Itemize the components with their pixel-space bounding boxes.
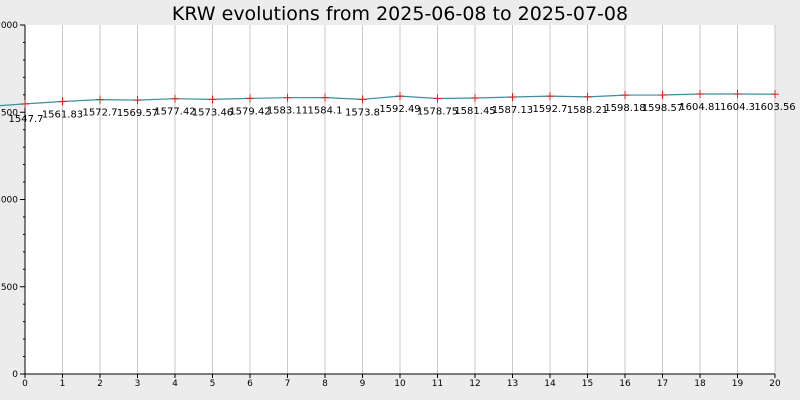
data-label: 1592.49 — [379, 104, 420, 115]
x-tick-label: 20 — [769, 379, 781, 389]
data-label: 1572.7 — [83, 108, 118, 119]
data-label: 1583.11 — [267, 106, 308, 117]
data-point-marker — [621, 91, 629, 100]
data-point-marker — [658, 91, 667, 100]
data-point-marker — [133, 96, 142, 105]
x-tick-label: 12 — [469, 379, 480, 389]
data-label: 1604.3 — [720, 102, 755, 113]
data-label: 1592.7 — [533, 104, 568, 115]
data-label: 1573.46 — [192, 107, 233, 118]
data-label: 1587.13 — [492, 105, 533, 116]
data-point-marker — [396, 92, 404, 101]
data-point-marker — [321, 93, 329, 102]
data-point-marker — [583, 92, 592, 101]
data-point-marker — [246, 94, 254, 103]
x-tick-label: 7 — [285, 379, 291, 389]
data-label: 1598.18 — [604, 103, 645, 114]
data-label: 1598.57 — [642, 103, 683, 114]
data-label: 1561.83 — [42, 109, 83, 120]
x-tick-label: 1 — [60, 379, 66, 389]
chart-title: KRW evolutions from 2025-06-08 to 2025-0… — [171, 3, 629, 25]
data-point-marker — [96, 95, 104, 104]
x-tick-label: 2 — [97, 379, 103, 389]
data-point-marker — [433, 94, 442, 103]
data-label: 1604.81 — [679, 102, 720, 113]
data-point-marker — [358, 95, 367, 104]
data-point-marker — [283, 93, 292, 102]
data-point-marker — [696, 89, 704, 98]
data-label: 1577.42 — [154, 107, 195, 118]
x-tick-label: 8 — [322, 379, 328, 389]
data-label: 1573.8 — [345, 107, 380, 118]
data-point-marker — [471, 94, 479, 103]
data-label: 1569.57 — [117, 108, 158, 119]
x-tick-label: 17 — [657, 379, 668, 389]
y-tick-label: 0 — [12, 370, 18, 380]
x-tick-label: 5 — [210, 379, 216, 389]
y-tick-label: 2000 — [0, 21, 18, 31]
data-point-marker — [546, 92, 554, 101]
x-tick-label: 14 — [544, 379, 556, 389]
data-point-marker — [508, 93, 517, 102]
x-tick-label: 0 — [22, 379, 28, 389]
data-point-marker — [58, 97, 67, 106]
x-tick-label: 13 — [507, 379, 518, 389]
x-tick-label: 9 — [360, 379, 366, 389]
data-label: 1579.42 — [229, 106, 270, 117]
data-point-marker — [21, 99, 29, 108]
x-tick-label: 4 — [172, 379, 178, 389]
x-tick-label: 15 — [582, 379, 593, 389]
data-label: 1588.21 — [567, 105, 608, 116]
x-tick-label: 10 — [394, 379, 406, 389]
x-tick-label: 16 — [619, 379, 631, 389]
data-point-marker — [771, 90, 779, 99]
series-line — [0, 93, 776, 107]
data-label: 1578.75 — [417, 107, 458, 118]
data-point-marker — [171, 94, 179, 103]
data-point-marker — [208, 95, 217, 104]
data-label: 1584.1 — [308, 106, 343, 117]
x-tick-label: 6 — [247, 379, 253, 389]
y-tick-label: 1000 — [0, 196, 18, 206]
data-point-marker — [733, 90, 742, 99]
data-label: 1603.56 — [754, 102, 795, 113]
x-tick-label: 11 — [432, 379, 443, 389]
x-tick-label: 3 — [135, 379, 141, 389]
data-label: 1547.7 — [9, 114, 44, 125]
x-tick-label: 19 — [732, 379, 744, 389]
x-tick-label: 18 — [694, 379, 706, 389]
y-tick-label: 1500 — [0, 108, 18, 118]
data-label: 1581.45 — [454, 106, 495, 117]
y-tick-label: 500 — [1, 283, 18, 293]
